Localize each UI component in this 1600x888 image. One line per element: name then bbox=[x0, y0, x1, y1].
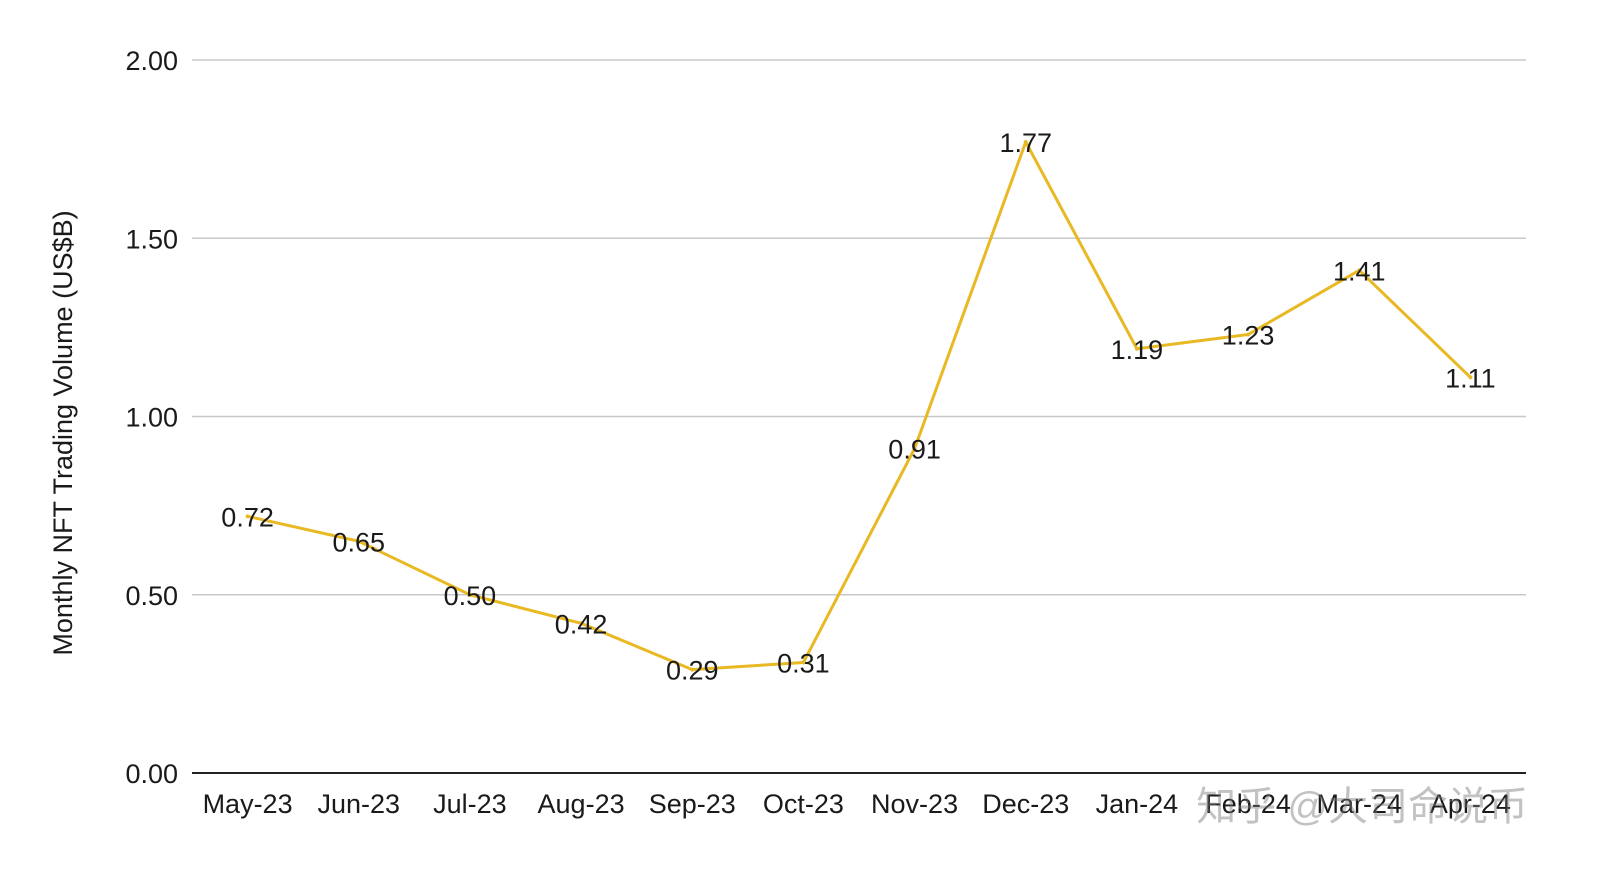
series-line-segment bbox=[690, 660, 805, 672]
data-point bbox=[467, 592, 472, 597]
data-point bbox=[1468, 375, 1473, 380]
series-line-segment bbox=[357, 539, 472, 597]
data-label: 0.29 bbox=[666, 656, 719, 686]
data-point bbox=[356, 539, 361, 544]
data-label: 1.41 bbox=[1333, 256, 1386, 286]
series-line-segment bbox=[913, 140, 1028, 451]
x-tick-label: Mar-24 bbox=[1316, 789, 1402, 819]
series-line-segment bbox=[1024, 140, 1139, 351]
series-line-segment bbox=[579, 621, 694, 672]
x-tick-label: Jan-24 bbox=[1096, 789, 1179, 819]
x-tick-label: Feb-24 bbox=[1205, 789, 1291, 819]
data-point bbox=[1357, 268, 1362, 273]
series-line-segment bbox=[1135, 333, 1250, 351]
data-point bbox=[1023, 139, 1028, 144]
data-point bbox=[801, 660, 806, 665]
y-tick-label: 1.50 bbox=[125, 224, 178, 254]
y-tick-label: 2.00 bbox=[125, 46, 178, 76]
y-tick-label: 1.00 bbox=[125, 403, 178, 433]
data-label: 0.50 bbox=[444, 581, 497, 611]
data-labels: 0.72 0.65 0.50 0.42 0.29 0.31 0.91 1.77 1.19 1.23… bbox=[221, 128, 1495, 686]
series-line-segment bbox=[801, 447, 917, 664]
x-tick-label: Sep-23 bbox=[649, 789, 736, 819]
data-point bbox=[245, 514, 250, 519]
data-label: 1.23 bbox=[1222, 321, 1275, 351]
data-label: 1.77 bbox=[999, 128, 1052, 158]
data-label: 0.65 bbox=[332, 527, 385, 557]
series-line-segment bbox=[1357, 268, 1472, 379]
series-line-segment bbox=[1246, 268, 1361, 337]
x-tick-label: Oct-23 bbox=[763, 789, 844, 819]
y-tick-label: 0.50 bbox=[125, 581, 178, 611]
x-tick-label: Jun-23 bbox=[317, 789, 400, 819]
data-label: 0.31 bbox=[777, 648, 830, 678]
x-tick-label: May-23 bbox=[203, 789, 293, 819]
data-point bbox=[1134, 346, 1139, 351]
y-axis-ticks: 0.00 0.50 1.00 1.50 2.00 bbox=[125, 46, 178, 789]
data-point bbox=[579, 621, 584, 626]
data-label: 1.11 bbox=[1445, 363, 1496, 393]
watermark-text: 知乎 @大司命说币 bbox=[1196, 785, 1528, 829]
data-point bbox=[690, 667, 695, 672]
data-point bbox=[912, 446, 917, 451]
series-lines bbox=[245, 139, 1473, 672]
data-label: 0.42 bbox=[555, 609, 608, 639]
y-axis-title: Monthly NFT Trading Volume (US$B) bbox=[48, 210, 78, 655]
x-tick-label: Aug-23 bbox=[538, 789, 625, 819]
data-point bbox=[1246, 332, 1251, 337]
data-label: 0.72 bbox=[221, 502, 274, 532]
x-tick-label: Dec-23 bbox=[982, 789, 1069, 819]
series-line-segment bbox=[468, 593, 583, 625]
data-label: 0.91 bbox=[888, 435, 941, 465]
y-tick-label: 0.00 bbox=[125, 759, 178, 789]
x-tick-label: Nov-23 bbox=[871, 789, 958, 819]
series-line-segment bbox=[246, 514, 361, 543]
x-axis-ticks: May-23 Jun-23 Jul-23 Aug-23 Sep-23 Oct-23 Nov-… bbox=[203, 789, 1511, 819]
gridlines bbox=[192, 59, 1526, 774]
x-tick-label: Jul-23 bbox=[433, 789, 507, 819]
data-label: 1.19 bbox=[1111, 335, 1164, 365]
x-tick-label: Apr-24 bbox=[1430, 789, 1511, 819]
